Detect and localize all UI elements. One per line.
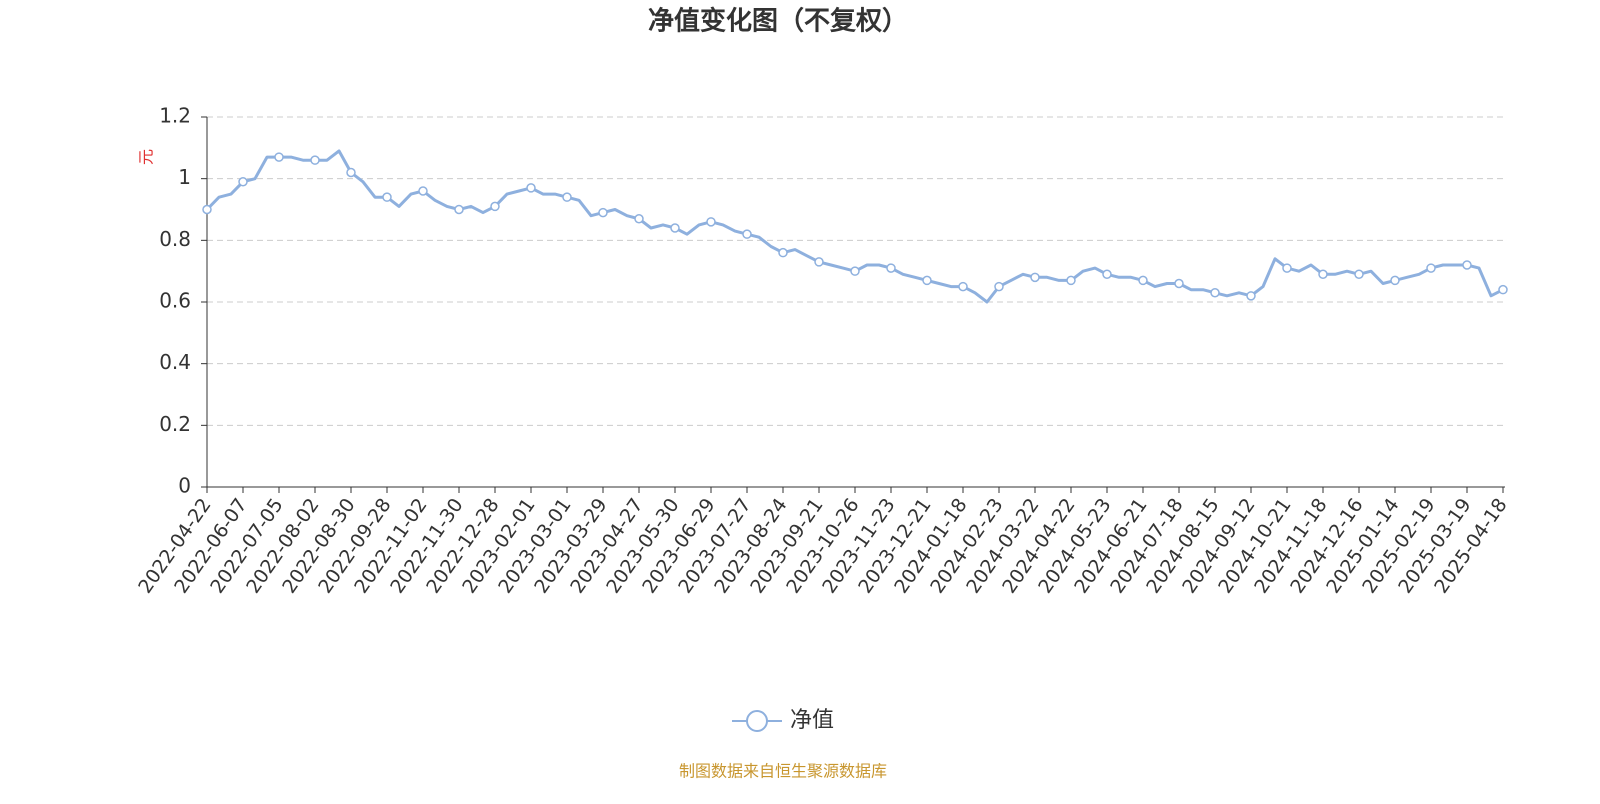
data-point	[1390, 275, 1400, 286]
legend-label: 净值	[790, 708, 834, 733]
data-point	[1102, 269, 1112, 279]
data-point	[994, 281, 1004, 292]
data-point	[562, 192, 572, 202]
data-point	[346, 167, 356, 178]
data-point	[1174, 278, 1184, 289]
data-point	[310, 155, 320, 165]
data-point	[1210, 288, 1220, 298]
data-point	[1246, 291, 1256, 301]
y-tick-label: 0.6	[159, 289, 191, 313]
data-point	[1030, 272, 1040, 283]
source-note: 制图数据来自恒生聚源数据库	[679, 762, 887, 781]
y-tick-label: 1.2	[159, 104, 191, 128]
series-line	[205, 149, 1504, 304]
data-point	[598, 207, 608, 218]
data-point	[850, 266, 860, 276]
data-point	[526, 183, 536, 193]
y-axis-label: 元	[137, 149, 156, 165]
data-point	[238, 177, 248, 187]
data-point	[742, 229, 752, 239]
data-point	[1354, 269, 1364, 279]
data-point	[1066, 275, 1076, 286]
data-point	[454, 204, 464, 215]
data-point	[382, 192, 392, 202]
data-point	[886, 263, 896, 273]
data-point	[1318, 269, 1328, 279]
legend-marker	[746, 710, 768, 732]
data-point	[490, 201, 500, 212]
data-point	[922, 275, 932, 286]
chart-title: 净值变化图（不复权）	[648, 6, 908, 37]
data-point	[814, 257, 824, 267]
data-point	[1138, 275, 1148, 286]
data-point	[274, 152, 284, 162]
y-tick-label: 0.2	[159, 412, 191, 436]
data-point	[1462, 260, 1472, 270]
y-tick-label: 0.4	[159, 350, 191, 374]
data-point	[1426, 263, 1436, 273]
y-tick-label: 0.8	[159, 227, 191, 251]
data-point	[958, 281, 968, 292]
data-point	[202, 204, 212, 215]
data-point	[1498, 284, 1508, 295]
data-point	[706, 217, 716, 227]
data-point	[634, 214, 644, 224]
data-point	[1282, 263, 1292, 273]
y-tick-label: 0	[178, 474, 191, 498]
data-point	[778, 247, 788, 258]
data-point	[418, 186, 428, 196]
data-point	[670, 223, 680, 233]
y-tick-label: 1	[178, 165, 191, 189]
